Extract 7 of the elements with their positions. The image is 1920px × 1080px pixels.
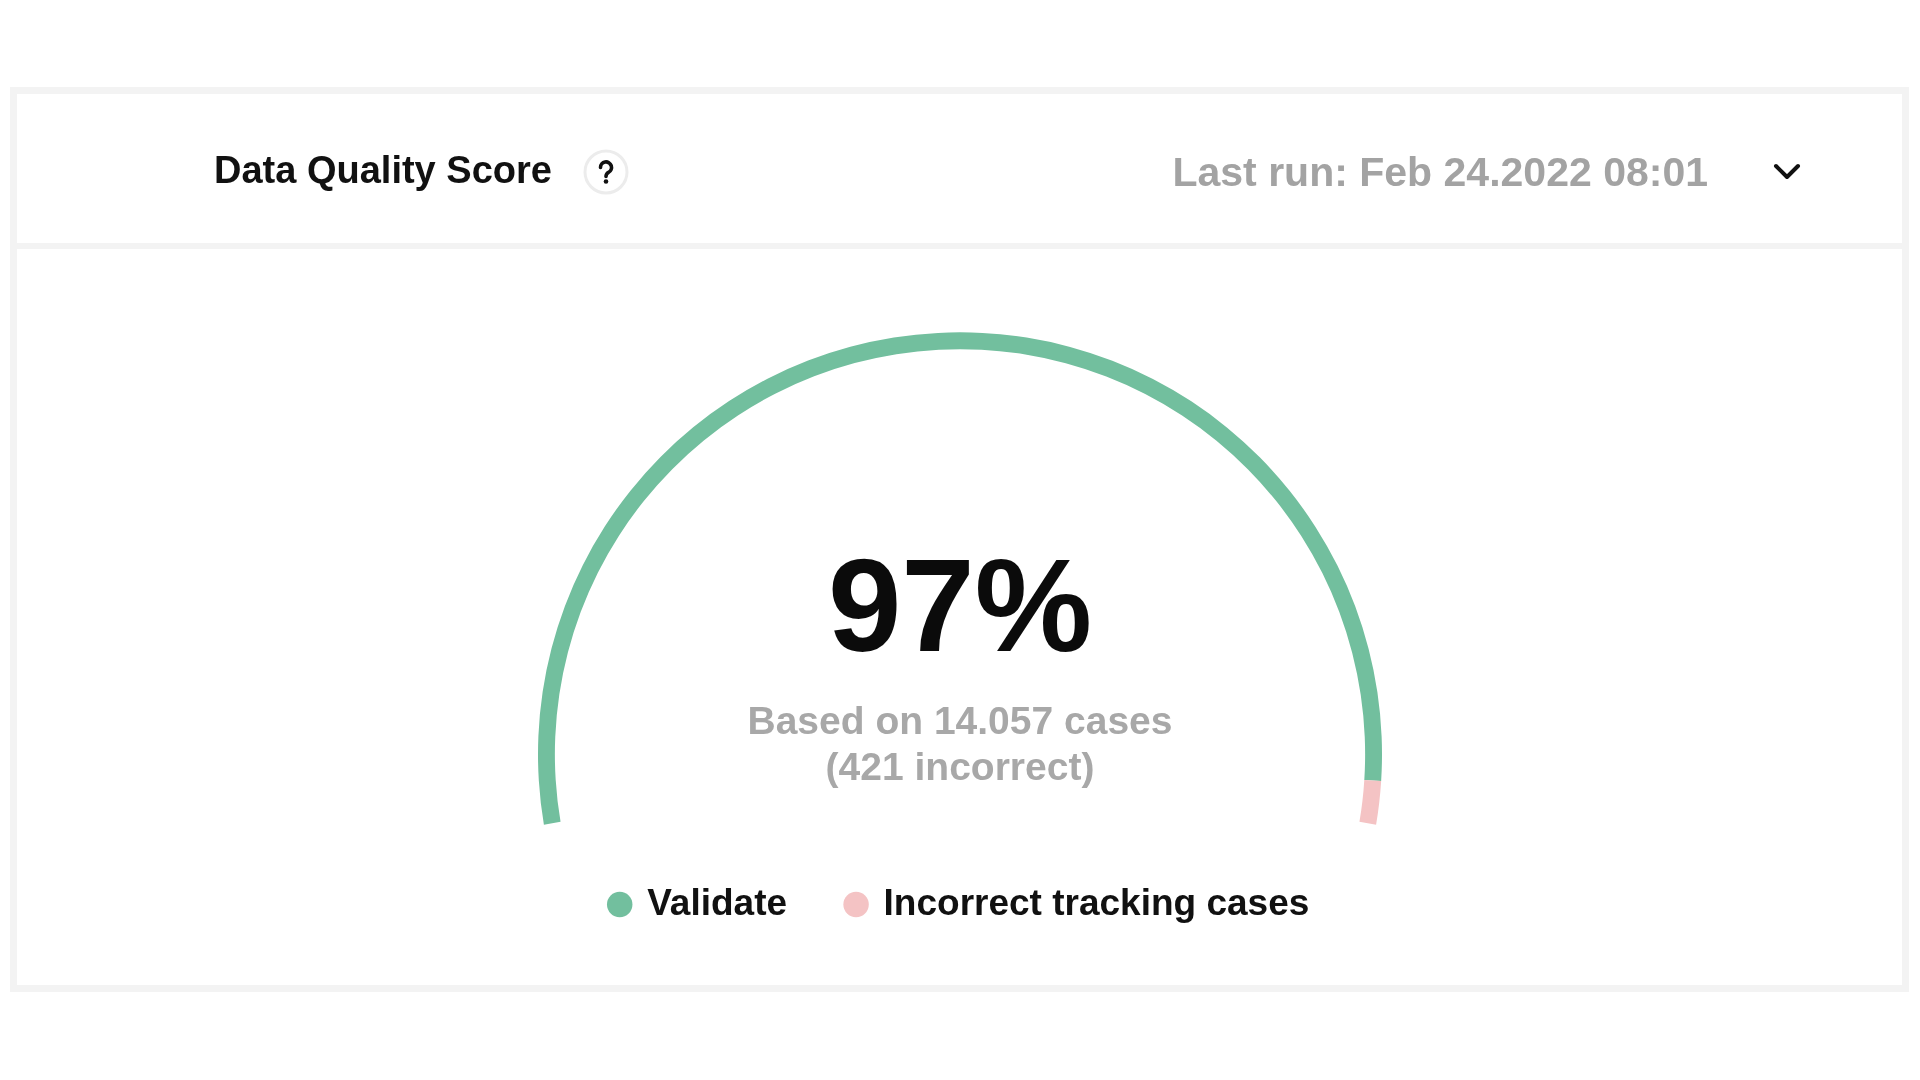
text: (421 incorrect) [824, 745, 1096, 789]
text: Based on 14.057 cases [746, 699, 1174, 743]
legend-label: Validate [647, 881, 788, 923]
legend-label: Incorrect tracking cases [883, 881, 1310, 923]
chart-subtitle: Last run: Feb 24.2022 08:01 [1172, 148, 1708, 196]
chart-title: Data Quality Score [214, 148, 552, 192]
text: 97% [826, 531, 1094, 681]
